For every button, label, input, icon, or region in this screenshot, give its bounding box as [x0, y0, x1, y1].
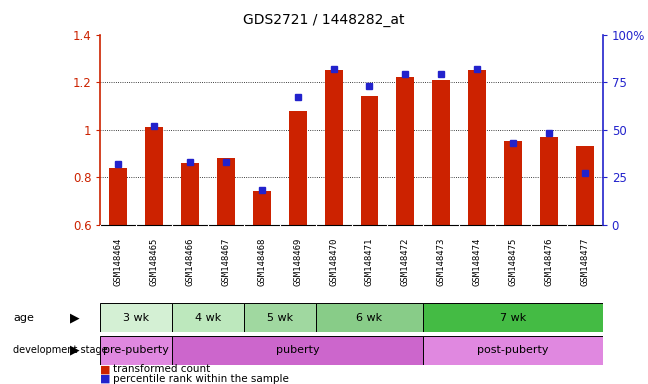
Text: GSM148474: GSM148474	[472, 238, 481, 286]
Bar	[397, 77, 414, 225]
Text: pre-puberty: pre-puberty	[104, 345, 169, 356]
Text: GSM148465: GSM148465	[150, 238, 159, 286]
Text: GSM148464: GSM148464	[114, 238, 123, 286]
Text: GSM148466: GSM148466	[185, 238, 194, 286]
Bar	[504, 141, 522, 225]
Bar	[172, 336, 423, 365]
Bar	[432, 80, 450, 225]
Text: GSM148473: GSM148473	[437, 238, 446, 286]
Text: ▶: ▶	[70, 344, 79, 357]
Bar	[575, 146, 594, 225]
Bar	[100, 303, 172, 332]
Text: ■: ■	[100, 364, 111, 374]
Bar	[360, 96, 378, 225]
Bar	[110, 168, 128, 225]
Text: GSM148476: GSM148476	[544, 238, 553, 286]
Bar	[181, 163, 199, 225]
Bar	[468, 70, 486, 225]
Bar	[253, 191, 271, 225]
Bar	[217, 158, 235, 225]
Text: GSM148475: GSM148475	[509, 238, 518, 286]
Bar	[423, 336, 603, 365]
Text: transformed count: transformed count	[113, 364, 211, 374]
Text: 3 wk: 3 wk	[123, 313, 150, 323]
Bar	[325, 70, 343, 225]
Bar	[244, 303, 316, 332]
Text: GSM148469: GSM148469	[294, 238, 302, 286]
Text: GDS2721 / 1448282_at: GDS2721 / 1448282_at	[243, 13, 405, 27]
Text: percentile rank within the sample: percentile rank within the sample	[113, 374, 289, 384]
Text: ■: ■	[100, 374, 111, 384]
Text: 4 wk: 4 wk	[195, 313, 221, 323]
Bar	[540, 137, 558, 225]
Text: GSM148468: GSM148468	[257, 238, 266, 286]
Text: 5 wk: 5 wk	[267, 313, 293, 323]
Text: GSM148467: GSM148467	[222, 238, 231, 286]
Text: post-puberty: post-puberty	[477, 345, 549, 356]
Bar	[289, 111, 307, 225]
Text: puberty: puberty	[276, 345, 319, 356]
Text: 7 wk: 7 wk	[500, 313, 526, 323]
Bar	[172, 303, 244, 332]
Bar	[423, 303, 603, 332]
Text: ▶: ▶	[70, 311, 79, 324]
Bar	[100, 336, 172, 365]
Text: GSM148477: GSM148477	[580, 238, 589, 286]
Text: development stage: development stage	[13, 345, 108, 356]
Bar	[316, 303, 423, 332]
Text: GSM148472: GSM148472	[401, 238, 410, 286]
Text: age: age	[13, 313, 34, 323]
Text: 6 wk: 6 wk	[356, 313, 382, 323]
Bar	[145, 127, 163, 225]
Text: GSM148471: GSM148471	[365, 238, 374, 286]
Text: GSM148470: GSM148470	[329, 238, 338, 286]
